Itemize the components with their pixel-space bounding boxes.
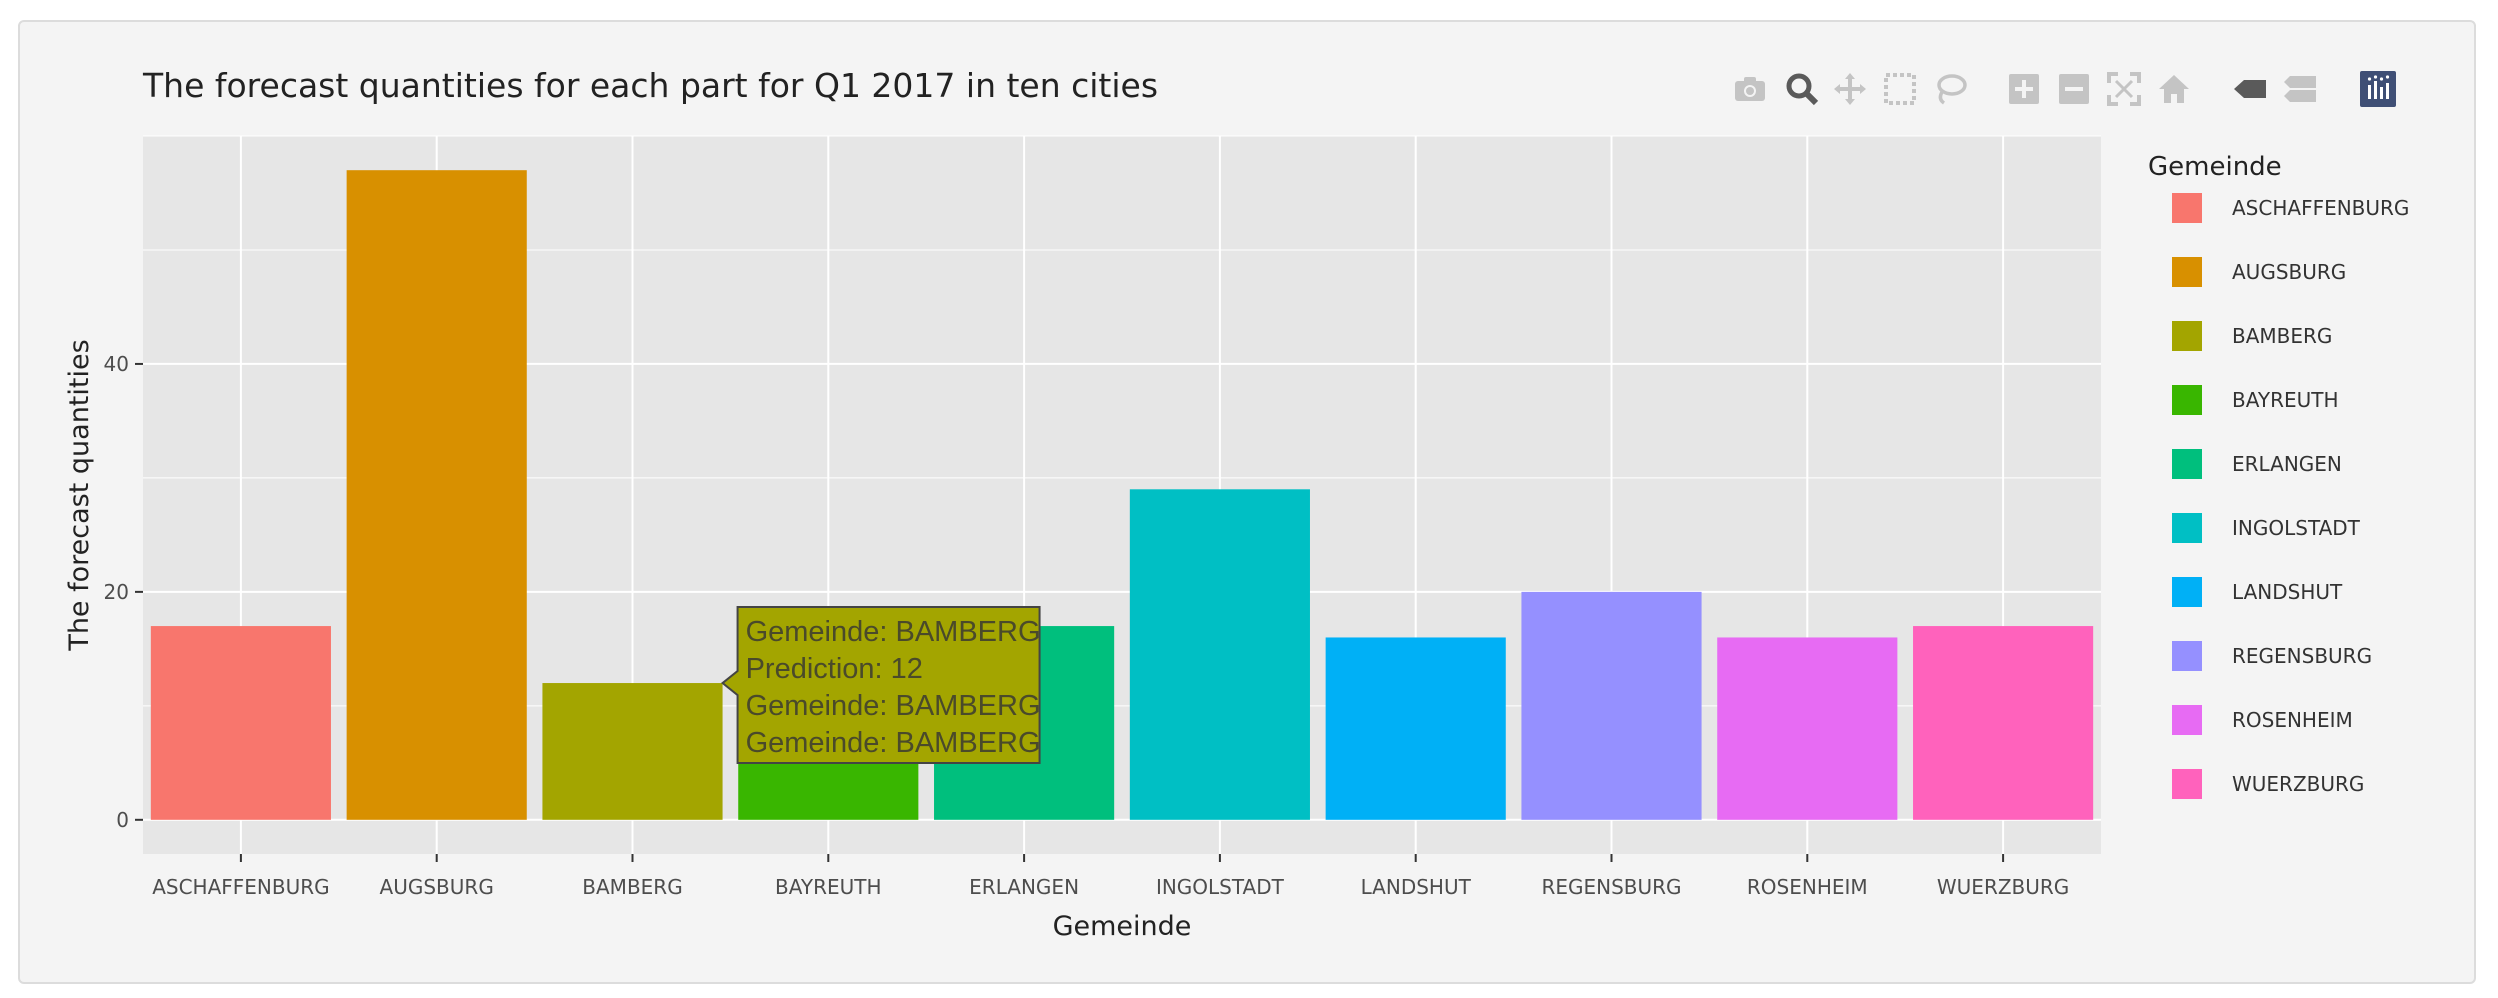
legend-title: Gemeinde [2148, 152, 2282, 182]
chart-title: The forecast quantities for each part fo… [143, 66, 1159, 105]
legend-swatch[interactable] [2172, 577, 2202, 607]
y-tick-label: 20 [104, 580, 129, 604]
legend-label[interactable]: AUGSBURG [2232, 260, 2346, 284]
legend-swatch[interactable] [2172, 513, 2202, 543]
legend-label[interactable]: BAMBERG [2232, 324, 2332, 348]
y-tick-label: 40 [104, 352, 129, 376]
legend-swatch[interactable] [2172, 449, 2202, 479]
hover-compare-icon[interactable] [2278, 66, 2322, 112]
tooltip-line: Gemeinde: BAMBERG [746, 727, 1041, 759]
camera-icon[interactable] [1728, 66, 1772, 112]
x-tick-label: INGOLSTADT [1156, 875, 1285, 899]
hover-closest-icon[interactable] [2228, 66, 2272, 112]
autoscale-icon[interactable] [2102, 66, 2146, 112]
legend-swatch[interactable] [2172, 769, 2202, 799]
legend-label[interactable]: LANDSHUT [2232, 580, 2343, 604]
bar-augsburg[interactable] [346, 170, 527, 820]
legend-swatch[interactable] [2172, 257, 2202, 287]
legend: ASCHAFFENBURG AUGSBURG BAMBERG BAYREUTH ERLA… [2172, 193, 2409, 799]
zoom-icon[interactable] [1780, 66, 1824, 112]
y-tick-label: 0 [116, 808, 129, 832]
reset-axes-icon[interactable] [2152, 66, 2196, 112]
bar-aschaffenburg[interactable] [150, 626, 331, 820]
tooltip-line: Gemeinde: BAMBERG [746, 690, 1041, 722]
legend-label[interactable]: WUERZBURG [2232, 772, 2364, 796]
legend-label[interactable]: REGENSBURG [2232, 644, 2372, 668]
legend-swatch[interactable] [2172, 385, 2202, 415]
legend-label[interactable]: ROSENHEIM [2232, 708, 2353, 732]
zoom-out-icon[interactable] [2052, 66, 2096, 112]
hover-tooltip: Gemeinde: BAMBERG Prediction: 12 Gemeinde:… [720, 606, 1041, 765]
legend-swatch[interactable] [2172, 705, 2202, 735]
bar-ingolstadt[interactable] [1129, 489, 1310, 820]
x-tick-label: WUERZBURG [1937, 875, 2069, 899]
y-axis-title: The forecast quantities [64, 339, 95, 651]
x-tick-label: ROSENHEIM [1747, 875, 1868, 899]
x-tick-label: ASCHAFFENBURG [152, 875, 329, 899]
x-axis-title: Gemeinde [1053, 911, 1192, 942]
legend-swatch[interactable] [2172, 321, 2202, 351]
tooltip-box [720, 606, 1041, 765]
pan-icon[interactable] [1828, 66, 1872, 112]
tooltip-line: Prediction: 12 [746, 653, 923, 685]
x-tick-label: AUGSBURG [380, 875, 494, 899]
axes: ASCHAFFENBURG AUGSBURG BAMBERG BAYREUTH ERLA… [104, 352, 2070, 899]
lasso-select-icon[interactable] [1928, 66, 1972, 112]
legend-swatch[interactable] [2172, 641, 2202, 671]
tooltip-line: Gemeinde: BAMBERG [746, 616, 1041, 648]
legend-label[interactable]: BAYREUTH [2232, 388, 2339, 412]
bar-wuerzburg[interactable] [1913, 626, 2094, 820]
x-tick-label: BAYREUTH [775, 875, 882, 899]
bar-landshut[interactable] [1325, 637, 1506, 820]
bar-rosenheim[interactable] [1717, 637, 1898, 820]
zoom-in-icon[interactable] [2002, 66, 2046, 112]
bar-bamberg[interactable] [542, 683, 723, 820]
legend-label[interactable]: ERLANGEN [2232, 452, 2342, 476]
legend-swatch[interactable] [2172, 193, 2202, 223]
x-tick-label: REGENSBURG [1541, 875, 1681, 899]
legend-label[interactable]: INGOLSTADT [2232, 516, 2361, 540]
x-tick-label: LANDSHUT [1361, 875, 1472, 899]
legend-label[interactable]: ASCHAFFENBURG [2232, 196, 2409, 220]
box-select-icon[interactable] [1878, 66, 1922, 112]
x-tick-label: BAMBERG [582, 875, 682, 899]
x-tick-label: ERLANGEN [969, 875, 1079, 899]
bar-regensburg[interactable] [1521, 591, 1702, 820]
plotly-logo-icon[interactable] [2356, 66, 2400, 112]
